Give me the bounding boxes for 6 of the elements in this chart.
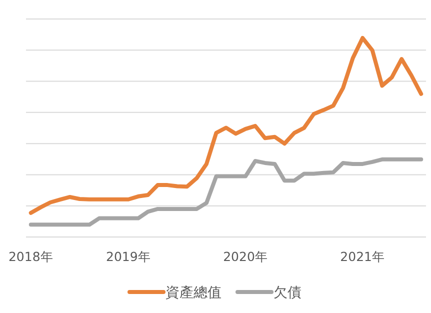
x-tick-label: 2020年 xyxy=(223,249,268,264)
legend-label: 資產總值 xyxy=(166,285,222,301)
x-tick-label: 2018年 xyxy=(8,249,54,264)
x-tick-label: 2021年 xyxy=(340,249,385,264)
legend-label: 欠債 xyxy=(274,285,302,301)
x-tick-label: 2019年 xyxy=(106,249,151,264)
